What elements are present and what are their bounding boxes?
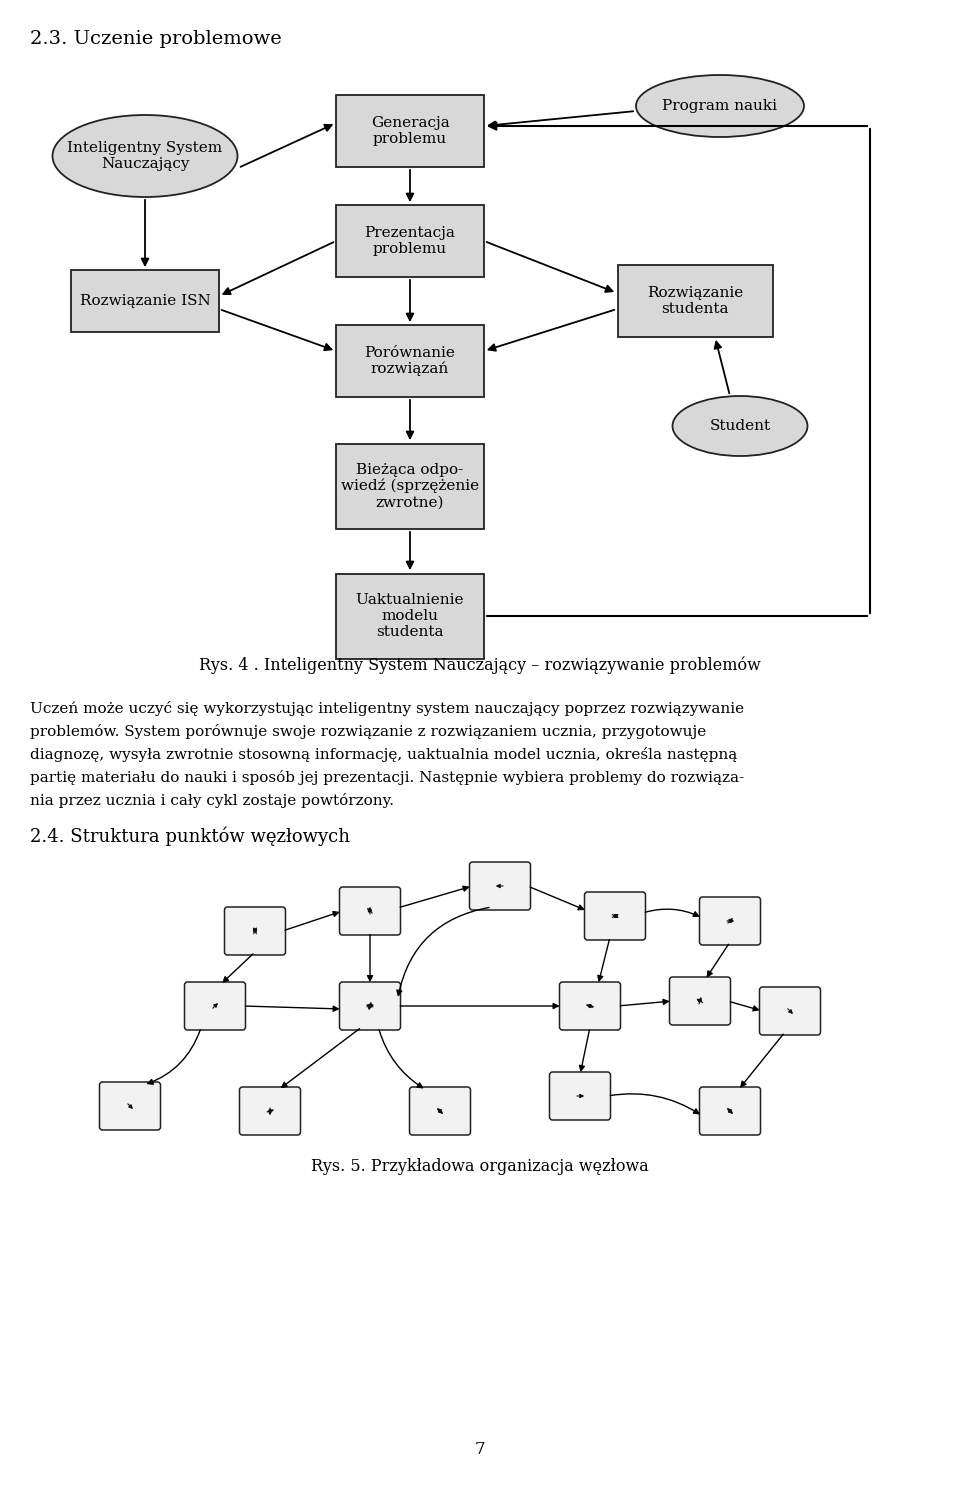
FancyBboxPatch shape — [336, 96, 484, 168]
FancyBboxPatch shape — [239, 1088, 300, 1135]
FancyBboxPatch shape — [340, 981, 400, 1031]
Text: 2.3. Uczenie problemowe: 2.3. Uczenie problemowe — [30, 30, 281, 48]
Text: problemów. System porównuje swoje rozwiązanie z rozwiązaniem ucznia, przygotowuj: problemów. System porównuje swoje rozwią… — [30, 724, 707, 739]
Text: Prezentacja
problemu: Prezentacja problemu — [365, 226, 455, 256]
Text: Rozwiązanie ISN: Rozwiązanie ISN — [80, 295, 210, 308]
Text: Bieżąca odpo-
wiedź (sprzężenie
zwrotne): Bieżąca odpo- wiedź (sprzężenie zwrotne) — [341, 462, 479, 510]
Text: diagnozę, wysyła zwrotnie stosowną informację, uaktualnia model ucznia, określa : diagnozę, wysyła zwrotnie stosowną infor… — [30, 747, 737, 761]
Text: Rozwiązanie
studenta: Rozwiązanie studenta — [647, 286, 743, 316]
FancyBboxPatch shape — [100, 1082, 160, 1129]
Text: 2.4. Struktura punktów węzłowych: 2.4. Struktura punktów węzłowych — [30, 826, 350, 845]
FancyBboxPatch shape — [469, 862, 531, 910]
FancyBboxPatch shape — [336, 573, 484, 658]
FancyBboxPatch shape — [759, 987, 821, 1035]
FancyBboxPatch shape — [617, 265, 773, 337]
FancyBboxPatch shape — [336, 443, 484, 528]
FancyBboxPatch shape — [410, 1088, 470, 1135]
FancyBboxPatch shape — [700, 1088, 760, 1135]
Ellipse shape — [673, 396, 807, 456]
Text: Rys. 5. Przykładowa organizacja węzłowa: Rys. 5. Przykładowa organizacja węzłowa — [311, 1158, 649, 1174]
Text: nia przez ucznia i cały cykl zostaje powtórzony.: nia przez ucznia i cały cykl zostaje pow… — [30, 793, 394, 808]
FancyBboxPatch shape — [336, 205, 484, 277]
FancyBboxPatch shape — [560, 981, 620, 1031]
Text: Inteligentny System
Nauczający: Inteligentny System Nauczający — [67, 141, 223, 171]
FancyBboxPatch shape — [585, 892, 645, 939]
Text: 7: 7 — [474, 1441, 486, 1459]
Text: Generacja
problemu: Generacja problemu — [371, 115, 449, 147]
FancyBboxPatch shape — [225, 907, 285, 954]
Text: Program nauki: Program nauki — [662, 99, 778, 114]
FancyBboxPatch shape — [549, 1073, 611, 1121]
Text: Student: Student — [709, 419, 771, 432]
Text: Rys. 4 . Inteligentny System Nauczający – rozwiązywanie problemów: Rys. 4 . Inteligentny System Nauczający … — [199, 657, 761, 673]
Ellipse shape — [636, 75, 804, 138]
Text: partię materiału do nauki i sposób jej prezentacji. Następnie wybiera problemy d: partię materiału do nauki i sposób jej p… — [30, 770, 744, 785]
Ellipse shape — [53, 115, 237, 197]
FancyBboxPatch shape — [71, 269, 219, 332]
FancyBboxPatch shape — [669, 977, 731, 1025]
FancyBboxPatch shape — [340, 887, 400, 935]
FancyBboxPatch shape — [700, 898, 760, 945]
FancyBboxPatch shape — [184, 981, 246, 1031]
Text: Uczeń może uczyć się wykorzystując inteligentny system nauczający poprzez rozwią: Uczeń może uczyć się wykorzystując intel… — [30, 702, 744, 717]
Text: Porównanie
rozwiązań: Porównanie rozwiązań — [365, 346, 455, 377]
FancyBboxPatch shape — [336, 325, 484, 396]
Text: Uaktualnienie
modelu
studenta: Uaktualnienie modelu studenta — [356, 592, 465, 639]
